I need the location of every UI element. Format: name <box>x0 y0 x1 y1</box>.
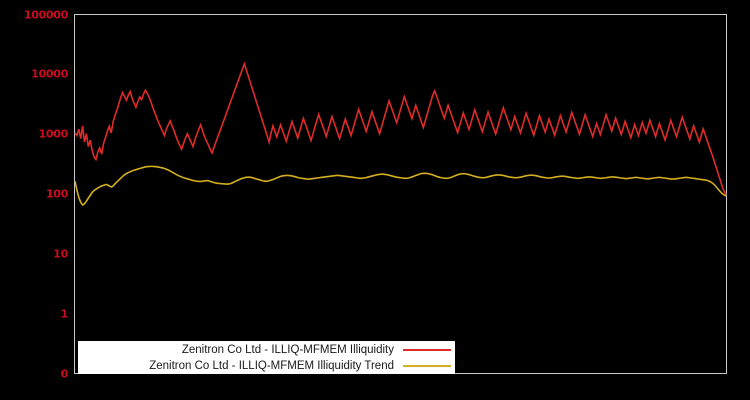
legend-entry-label: Zenitron Co Ltd - ILLIQ-MFMEM Illiquidit… <box>149 359 394 372</box>
series-line-illiquidity <box>74 61 727 196</box>
y-axis-tick-label: 100 <box>45 187 68 201</box>
y-axis-tick-labels: 100000 10000 1000 100 10 1 0 <box>0 0 68 400</box>
y-axis-tick-label: 10000 <box>31 67 68 81</box>
legend-entry: Zenitron Co Ltd - ILLIQ-MFMEM Illiquidit… <box>78 342 455 358</box>
y-axis-tick-label: 100000 <box>23 8 68 22</box>
y-axis-tick-label: 1000 <box>38 127 69 141</box>
series-line-illiquidity-trend <box>74 165 727 207</box>
y-axis-tick-label: 0 <box>60 367 69 381</box>
chart-legend: Zenitron Co Ltd - ILLIQ-MFMEM Illiquidit… <box>78 341 455 374</box>
series-plot <box>74 61 727 207</box>
y-axis-tick-label: 1 <box>60 307 69 321</box>
legend-color-swatch <box>403 364 451 367</box>
y-axis-tick-label: 10 <box>53 247 68 261</box>
legend-entry-label: Zenitron Co Ltd - ILLIQ-MFMEM Illiquidit… <box>181 343 394 356</box>
legend-entry: Zenitron Co Ltd - ILLIQ-MFMEM Illiquidit… <box>78 358 455 374</box>
legend-color-swatch <box>403 348 451 351</box>
